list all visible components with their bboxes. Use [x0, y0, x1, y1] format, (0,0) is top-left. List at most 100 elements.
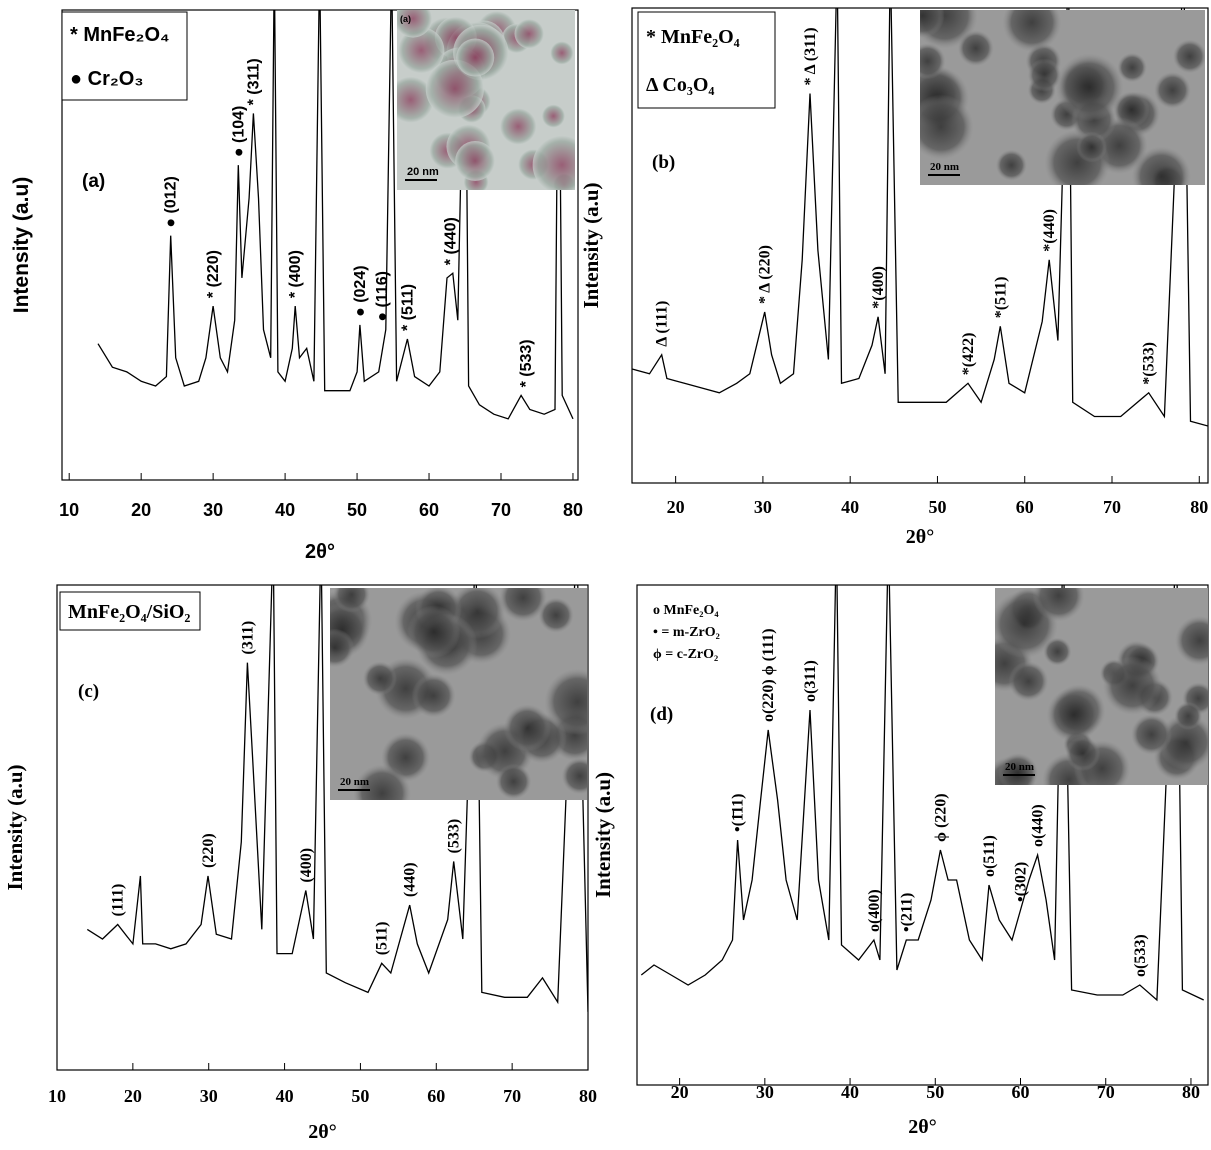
y-axis-label: Intensity (a.u) — [579, 182, 603, 308]
inset-particle — [957, 30, 994, 67]
inset-particle — [397, 76, 434, 123]
legend-entry: ϕ = c-ZrO₂ — [653, 647, 718, 662]
x-tick-label: 60 — [427, 1086, 445, 1106]
inset-particle — [1117, 52, 1147, 83]
scale-bar-label: 20 nm — [407, 166, 439, 178]
inset-particle — [362, 661, 397, 696]
x-tick-label: 10 — [48, 1086, 66, 1106]
peak-label: o(311) — [802, 660, 819, 702]
inset-image: 20 nm — [995, 588, 1208, 785]
x-tick-label: 50 — [351, 1086, 369, 1106]
legend-entry: Δ Co₃O₄ — [646, 74, 714, 96]
inset-particle — [1131, 146, 1192, 185]
x-tick-label: 30 — [203, 500, 223, 520]
peak-label: *(422) — [960, 333, 977, 376]
peak-label: * (533) — [518, 339, 535, 387]
inset-particle — [995, 149, 1027, 181]
x-tick-label: 40 — [841, 1082, 859, 1102]
x-tick-label: 40 — [276, 1086, 294, 1106]
inset-particle — [411, 673, 456, 718]
x-tick-label: 30 — [754, 497, 772, 517]
x-tick-label: 70 — [1103, 497, 1121, 517]
x-tick-label: 60 — [1016, 497, 1034, 517]
legend-entry: MnFe₂O₄/SiO₂ — [68, 601, 190, 623]
peak-label: (511) — [374, 922, 391, 956]
x-axis-label: 2θ° — [308, 1121, 336, 1143]
inset-particle — [499, 108, 537, 145]
panel-label: (a) — [82, 171, 105, 192]
x-tick-label: 60 — [419, 500, 439, 520]
x-tick-label: 20 — [671, 1082, 689, 1102]
x-tick-label: 80 — [1190, 497, 1208, 517]
legend-entry: ● Cr₂O₃ — [70, 68, 144, 90]
peak-label: •(1̄11) — [730, 794, 747, 833]
y-axis-label: Intensity (a.u) — [591, 772, 615, 898]
peak-label: o(220) ϕ (111) — [760, 628, 777, 722]
scale-bar-label: 20 nm — [340, 776, 369, 788]
inset-particle — [1154, 71, 1191, 109]
peak-label: * (511) — [399, 284, 416, 331]
inset-particle — [333, 588, 371, 613]
x-axis-label: 2θ° — [305, 541, 335, 563]
plot-frame — [56, 584, 589, 1071]
peak-label: * (220) — [205, 250, 222, 298]
x-tick-label: 60 — [1012, 1082, 1030, 1102]
inset-particle — [920, 43, 946, 80]
x-tick-label: 20 — [667, 497, 685, 517]
peak-label: ● (024) — [352, 265, 369, 316]
legend-box — [637, 11, 776, 109]
panel: 10 20 30 40 50 60 70 80 2θ° Intensity (a.u) 20 nm (… — [10, 9, 583, 563]
peak-label: ● (116) — [374, 271, 391, 322]
inset-particle — [1174, 701, 1203, 730]
scale-bar-label: 20 nm — [1005, 761, 1034, 773]
peak-label: o(511) — [981, 835, 998, 877]
panel-label: (b) — [652, 152, 675, 173]
inset-particle — [1055, 53, 1124, 122]
peak-label: * Δ (220) — [757, 245, 774, 304]
peak-label: •(211) — [898, 893, 915, 932]
panel: 20 30 40 50 60 70 80 2θ° Intensity (a.u) 20 nm Δ (… — [579, 7, 1209, 548]
peak-label: *(440) — [1041, 209, 1058, 252]
inset-particle — [541, 104, 566, 128]
peak-label: (111) — [110, 884, 127, 917]
peak-label: * (440) — [443, 217, 460, 265]
inset-particle — [550, 41, 574, 65]
x-tick-label: 50 — [928, 497, 946, 517]
peak-label: •(302) — [1013, 862, 1030, 902]
legend-entry: * MnFe₂O₄ — [70, 24, 170, 46]
legend-entry: • = m-ZrO₂ — [653, 625, 720, 640]
inset-particle — [1172, 39, 1205, 74]
peak-label: o(400) — [866, 889, 883, 932]
plot-frame — [636, 584, 1209, 1086]
inset-particle — [538, 597, 574, 633]
panel-label: (c) — [78, 681, 99, 702]
inset-particle — [1102, 656, 1162, 715]
inset-particle — [397, 10, 433, 38]
x-tick-label: 30 — [200, 1086, 218, 1106]
peak-label: (311) — [239, 621, 256, 655]
inset-particle — [1027, 58, 1062, 92]
peak-label: * (400) — [287, 250, 304, 298]
inset-particle — [499, 588, 548, 622]
peak-label: (400) — [298, 848, 315, 883]
legend-entry: o MnFe₂O₄ — [653, 603, 719, 618]
peak-label: * (311) — [245, 58, 262, 105]
inset-particle — [503, 704, 552, 752]
peak-label: (533) — [446, 819, 463, 854]
inset-particle — [407, 605, 461, 659]
x-tick-label: 70 — [491, 500, 511, 520]
x-tick-label: 20 — [124, 1086, 142, 1106]
peak-label: ● (012) — [163, 176, 180, 227]
inset-particle — [1076, 131, 1108, 163]
peak-label: *(533) — [1141, 342, 1158, 385]
xrd-pattern — [97, 10, 574, 420]
x-tick-label: 80 — [1182, 1082, 1200, 1102]
x-tick-label: 70 — [503, 1086, 521, 1106]
plot-frame — [631, 7, 1209, 484]
peak-label: *(511) — [992, 276, 1009, 318]
peak-label: *(400) — [870, 266, 887, 309]
x-tick-label: 40 — [841, 497, 859, 517]
scale-bar-label: 20 nm — [930, 161, 959, 173]
y-axis-label: Intensity (a.u) — [3, 764, 27, 890]
peak-label: o(440) — [1030, 804, 1047, 847]
